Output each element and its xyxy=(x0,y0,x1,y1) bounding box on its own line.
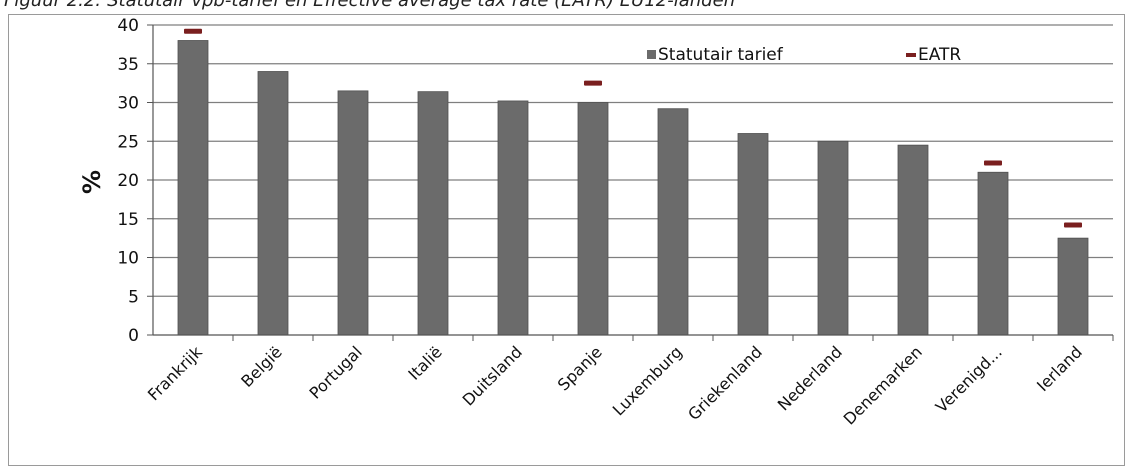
y-tick-label: 10 xyxy=(117,249,139,269)
x-tick-label: Verenigd... xyxy=(932,342,1006,416)
x-tick-label: Denemarken xyxy=(840,342,926,428)
bar-verenigd- xyxy=(977,171,1009,336)
legend-swatch-eatr xyxy=(906,53,916,57)
y-tick-label: 25 xyxy=(117,132,139,152)
x-tick-label: Nederland xyxy=(774,342,846,414)
bar-frankrijk xyxy=(177,40,209,336)
bar-spanje xyxy=(577,102,609,336)
x-tick-label: Ierland xyxy=(1033,342,1086,395)
eatr-marker xyxy=(184,28,202,34)
eatr-marker xyxy=(984,160,1002,166)
y-tick-label: 35 xyxy=(117,55,139,75)
legend: Statutair tarief EATR xyxy=(647,45,961,65)
x-tick-label: Duitsland xyxy=(459,342,526,409)
y-tick-label: 15 xyxy=(117,210,139,230)
eatr-marker xyxy=(1064,222,1082,228)
x-tick-label: Luxemburg xyxy=(609,342,686,419)
legend-label-statutair-tarief: Statutair tarief xyxy=(658,45,784,65)
y-tick-label: 20 xyxy=(117,171,139,191)
bars xyxy=(177,28,1089,336)
bar-portugal xyxy=(337,90,369,336)
bar-griekenland xyxy=(737,133,769,336)
chart-title: Figuur 2.2: Statutair vpb-tarief en Effe… xyxy=(4,0,736,11)
x-tick-label: Frankrijk xyxy=(144,342,206,404)
bar-luxemburg xyxy=(657,108,689,336)
legend-swatch-statutair-tarief xyxy=(647,50,656,59)
x-tick-label: Spanje xyxy=(554,342,606,394)
bar-nederland xyxy=(817,140,849,336)
y-tick-label: 40 xyxy=(117,16,139,36)
y-tick-label: 5 xyxy=(128,287,139,307)
bar-belgi- xyxy=(257,71,289,336)
x-tick-label: Italië xyxy=(404,342,445,383)
x-tick-label: België xyxy=(237,342,286,391)
chart-frame xyxy=(8,14,1125,466)
x-tick-label: Griekenland xyxy=(684,342,766,424)
bar-ierland xyxy=(1057,237,1089,336)
y-axis-label: % xyxy=(78,170,106,194)
y-tick-label: 30 xyxy=(117,94,139,114)
legend-label-eatr: EATR xyxy=(918,45,961,65)
bar-duitsland xyxy=(497,100,529,336)
bar-denemarken xyxy=(897,144,929,336)
y-tick-label: 0 xyxy=(128,326,139,346)
eatr-marker xyxy=(584,80,602,86)
x-tick-label: Portugal xyxy=(306,342,366,402)
bar-itali- xyxy=(417,91,449,336)
gridlines xyxy=(153,24,1113,297)
